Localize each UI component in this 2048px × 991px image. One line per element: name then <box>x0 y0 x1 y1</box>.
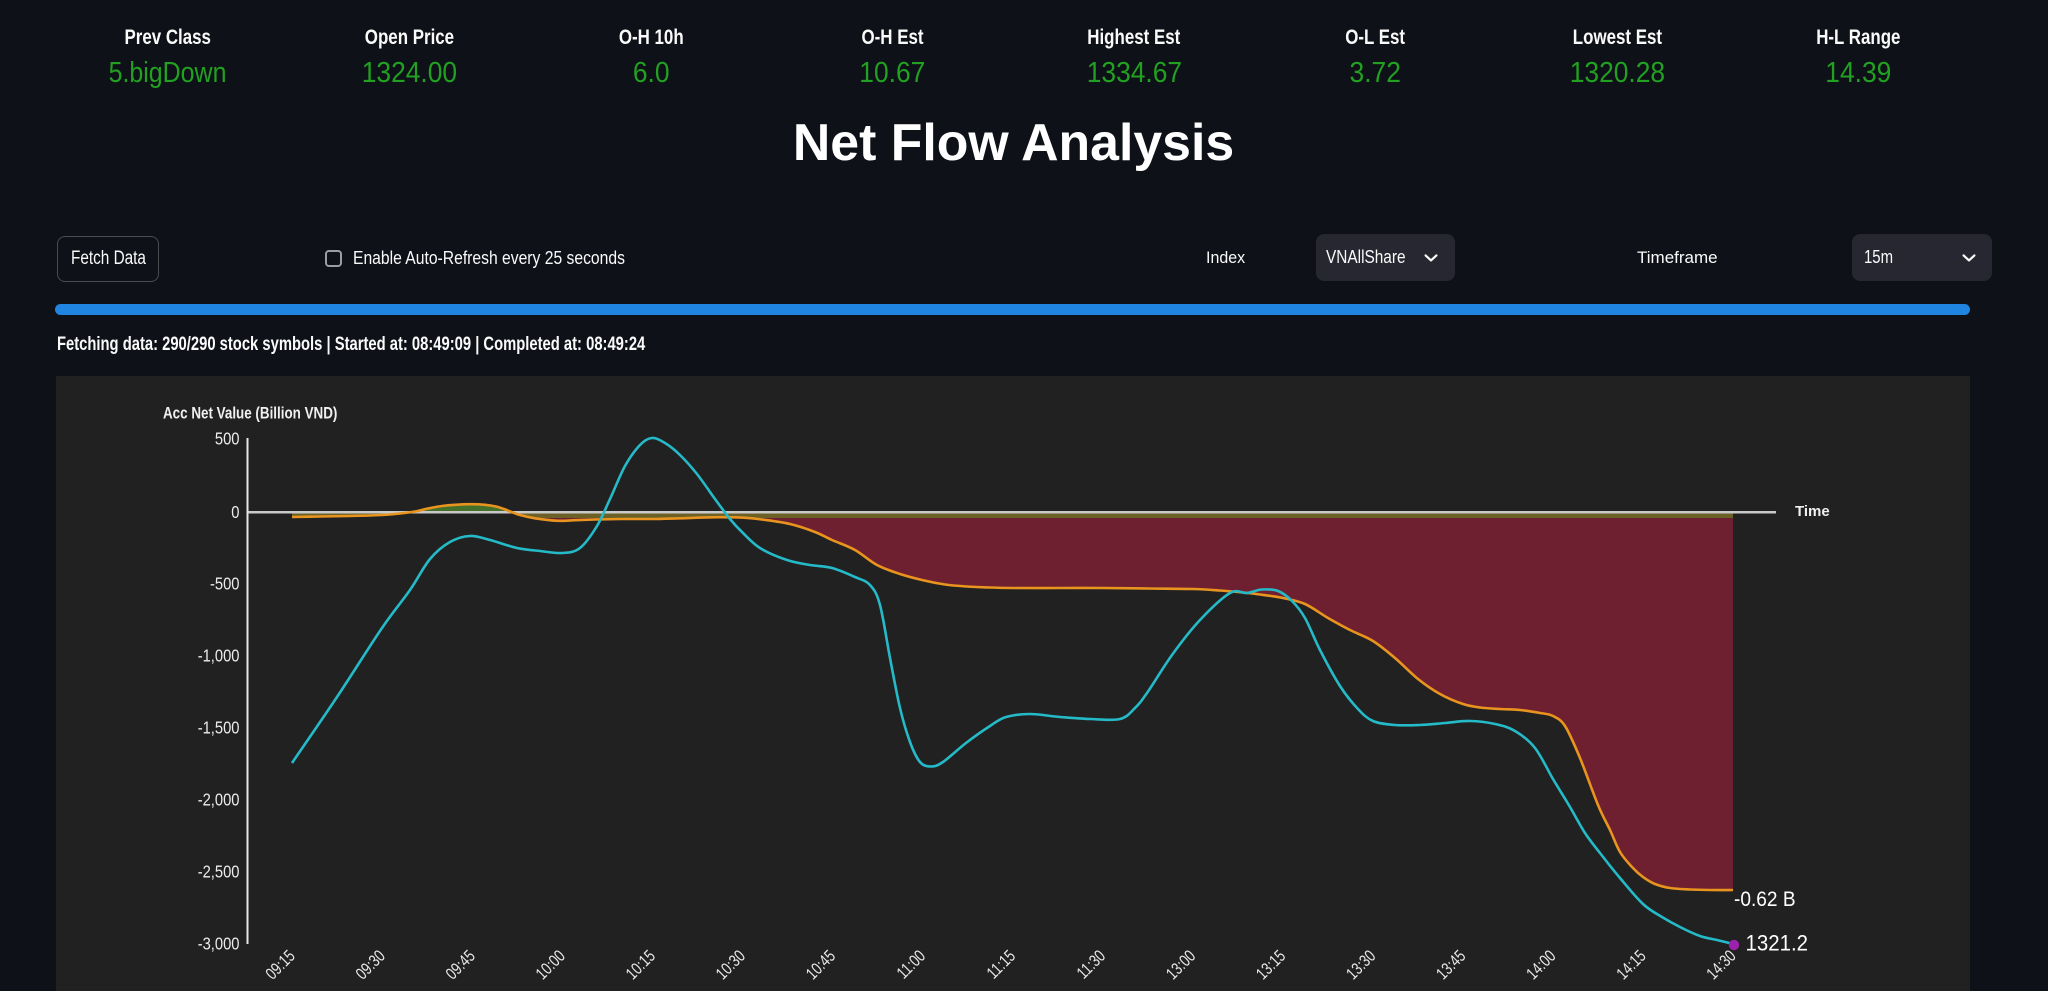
svg-text:10:45: 10:45 <box>803 947 840 984</box>
svg-text:13:30: 13:30 <box>1343 947 1380 984</box>
svg-text:-1,500: -1,500 <box>198 718 240 738</box>
svg-text:-2,000: -2,000 <box>198 790 240 810</box>
svg-text:11:30: 11:30 <box>1073 947 1109 983</box>
svg-text:09:30: 09:30 <box>352 947 389 984</box>
svg-text:09:15: 09:15 <box>262 947 299 984</box>
svg-text:0: 0 <box>231 503 239 523</box>
svg-text:-500: -500 <box>210 574 240 594</box>
svg-text:500: 500 <box>215 429 240 449</box>
svg-text:-0.62 B: -0.62 B <box>1734 888 1796 911</box>
svg-text:13:15: 13:15 <box>1253 947 1290 984</box>
svg-text:1321.2: 1321.2 <box>1746 931 1809 956</box>
svg-text:13:45: 13:45 <box>1433 947 1470 984</box>
svg-text:14:30: 14:30 <box>1703 947 1740 984</box>
svg-text:11:00: 11:00 <box>893 947 929 983</box>
svg-text:13:00: 13:00 <box>1163 947 1200 984</box>
svg-text:11:15: 11:15 <box>983 947 1019 983</box>
svg-text:10:30: 10:30 <box>713 947 750 984</box>
svg-text:14:15: 14:15 <box>1613 947 1650 984</box>
svg-text:-2,500: -2,500 <box>198 862 240 882</box>
svg-text:10:00: 10:00 <box>532 947 569 984</box>
svg-text:Acc Net Value (Billion VND): Acc Net Value (Billion VND) <box>163 404 337 423</box>
svg-text:10:15: 10:15 <box>623 947 660 984</box>
svg-text:09:45: 09:45 <box>442 947 479 984</box>
svg-text:-1,000: -1,000 <box>198 646 240 666</box>
svg-text:Time: Time <box>1795 503 1830 520</box>
svg-text:-3,000: -3,000 <box>198 934 240 954</box>
svg-text:14:00: 14:00 <box>1523 947 1560 984</box>
